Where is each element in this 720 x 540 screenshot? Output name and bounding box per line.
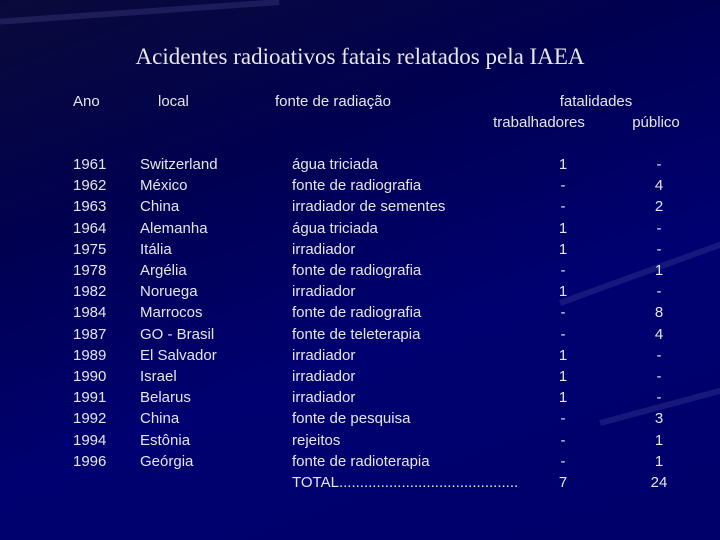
cell-publico: 4 xyxy=(654,177,664,195)
cell-ano: 1984 xyxy=(73,304,107,322)
cell-trabalhadores: - xyxy=(560,410,566,428)
cell-trabalhadores: - xyxy=(560,198,566,216)
cell-publico: - xyxy=(656,368,662,385)
cell-trabalhadores: 1 xyxy=(558,389,568,407)
cell-fonte: irradiador xyxy=(292,346,356,364)
total-trabalhadores: 7 xyxy=(558,474,568,491)
cell-ano: 1991 xyxy=(73,389,107,407)
cell-trabalhadores: 1 xyxy=(558,156,568,173)
cell-publico: - xyxy=(656,346,662,364)
cell-publico: - xyxy=(656,240,662,258)
cell-fonte: água triciada xyxy=(292,219,378,237)
cell-local: China xyxy=(140,198,180,216)
header-trabalhadores: trabalhadores xyxy=(493,114,585,131)
cell-publico: - xyxy=(656,156,662,173)
cell-ano: 1982 xyxy=(73,283,107,301)
cell-local: México xyxy=(140,177,188,195)
cell-local: Switzerland xyxy=(140,156,218,173)
cell-local: Noruega xyxy=(140,283,198,301)
cell-trabalhadores: 1 xyxy=(558,368,568,385)
cell-fonte: fonte de radiografia xyxy=(292,262,422,279)
cell-ano: 1961 xyxy=(73,156,107,173)
header-fonte: fonte de radiação xyxy=(275,93,391,110)
cell-local: Itália xyxy=(140,240,172,258)
cell-local: Belarus xyxy=(140,389,191,407)
cell-local: Argélia xyxy=(140,262,187,279)
cell-ano: 1962 xyxy=(73,177,107,195)
cell-trabalhadores: 1 xyxy=(558,283,568,301)
cell-trabalhadores: - xyxy=(560,325,566,343)
cell-fonte: fonte de radioterapia xyxy=(292,452,430,470)
cell-trabalhadores: - xyxy=(560,262,566,279)
cell-ano: 1978 xyxy=(73,262,107,279)
cell-publico: 1 xyxy=(654,452,664,470)
cell-ano: 1987 xyxy=(73,325,107,343)
cell-ano: 1989 xyxy=(73,346,107,364)
cell-local: Alemanha xyxy=(140,219,208,237)
cell-ano: 1964 xyxy=(73,219,107,237)
cell-publico: - xyxy=(656,389,662,407)
total-label: TOTAL...................................… xyxy=(292,474,519,491)
cell-ano: 1963 xyxy=(73,198,107,216)
cell-publico: - xyxy=(656,283,662,301)
cell-ano: 1992 xyxy=(73,410,107,428)
cell-local: Israel xyxy=(140,368,177,385)
cell-fonte: fonte de teleterapia xyxy=(292,325,421,343)
cell-fonte: irradiador xyxy=(292,368,356,385)
cell-publico: 2 xyxy=(654,198,664,216)
header-fatalidades: fatalidades xyxy=(559,93,633,110)
cell-fonte: fonte de radiografia xyxy=(292,304,422,322)
header-local: local xyxy=(158,93,189,110)
cell-trabalhadores: - xyxy=(560,452,566,470)
cell-ano: 1994 xyxy=(73,431,107,449)
cell-ano: 1990 xyxy=(73,368,107,385)
cell-local: Estônia xyxy=(140,431,191,449)
total-publico: 24 xyxy=(650,474,668,491)
header-publico: público xyxy=(632,114,680,131)
cell-fonte: irradiador xyxy=(292,240,356,258)
cell-fonte: irradiador de sementes xyxy=(292,198,446,216)
cell-publico: 1 xyxy=(654,431,664,449)
slide-title: Acidentes radioativos fatais relatados p… xyxy=(135,44,585,69)
cell-local: Geórgia xyxy=(140,452,194,470)
cell-trabalhadores: - xyxy=(560,177,566,195)
cell-trabalhadores: 1 xyxy=(558,219,568,237)
cell-local: El Salvador xyxy=(140,346,217,364)
cell-trabalhadores: 1 xyxy=(558,240,568,258)
cell-local: Marrocos xyxy=(140,304,203,322)
cell-publico: 3 xyxy=(654,410,664,428)
cell-publico: 1 xyxy=(654,262,664,279)
cell-publico: - xyxy=(656,219,662,237)
cell-local: China xyxy=(140,410,180,428)
cell-publico: 4 xyxy=(654,325,664,343)
cell-ano: 1975 xyxy=(73,240,107,258)
header-ano: Ano xyxy=(73,93,100,110)
cell-fonte: fonte de pesquisa xyxy=(292,410,411,428)
cell-trabalhadores: - xyxy=(560,304,566,322)
cell-ano: 1996 xyxy=(73,452,107,470)
cell-fonte: irradiador xyxy=(292,283,356,301)
cell-publico: 8 xyxy=(654,304,664,322)
decor-streak xyxy=(0,0,280,26)
cell-fonte: fonte de radiografia xyxy=(292,177,422,195)
cell-fonte: irradiador xyxy=(292,389,356,407)
cell-trabalhadores: 1 xyxy=(558,346,568,364)
cell-trabalhadores: - xyxy=(560,431,566,449)
cell-local: GO - Brasil xyxy=(140,325,215,343)
cell-fonte: rejeitos xyxy=(292,431,341,449)
cell-fonte: água triciada xyxy=(292,156,378,173)
